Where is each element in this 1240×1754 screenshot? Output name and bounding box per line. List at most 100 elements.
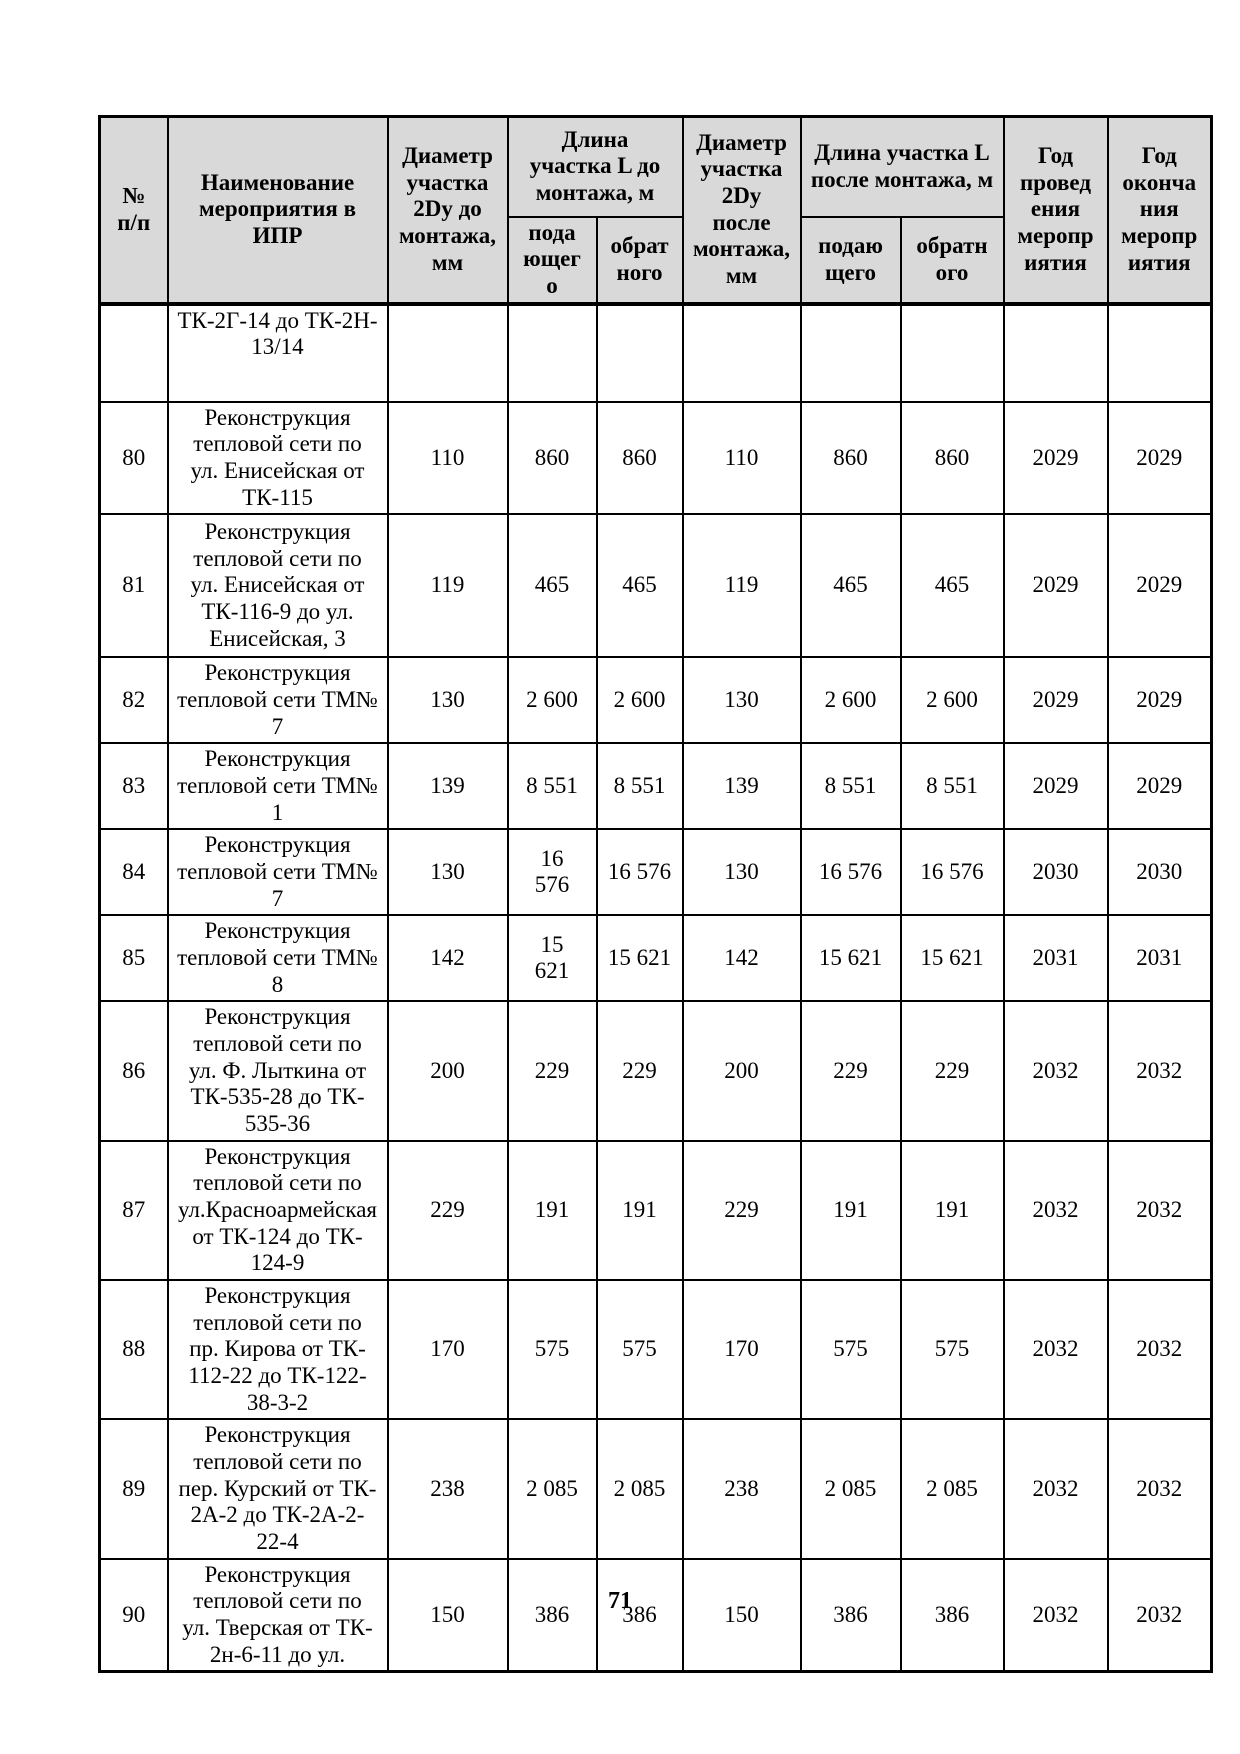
length-before-return-cell: 229 xyxy=(595,1000,684,1142)
table-row: 85 Реконструкция тепловой сети ТМ№ 8 142 15… xyxy=(98,914,1213,1003)
year-end-cell: 2029 xyxy=(1106,742,1213,831)
row-number-cell: 85 xyxy=(98,914,169,1003)
header-event-name: Наименование мероприятия в ИПР xyxy=(166,115,389,305)
length-before-return-cell: 15 621 xyxy=(595,914,684,1003)
length-before-supply-cell: 860 xyxy=(506,400,598,516)
diameter-after-cell: 130 xyxy=(681,656,802,745)
year-end-cell: 2032 xyxy=(1106,1418,1213,1560)
length-after-return-cell: 386 xyxy=(899,1557,1005,1673)
diameter-after-cell: 130 xyxy=(681,828,802,917)
length-before-supply-cell xyxy=(506,302,598,403)
length-before-return-cell xyxy=(595,302,684,403)
length-after-return-cell: 8 551 xyxy=(899,742,1005,831)
event-name-cell: Реконструкция тепловой сети ТМ№ 1 xyxy=(166,742,389,831)
length-after-return-cell: 191 xyxy=(899,1139,1005,1281)
length-after-supply-cell: 8 551 xyxy=(799,742,902,831)
length-after-supply-cell: 15 621 xyxy=(799,914,902,1003)
year-start-cell xyxy=(1002,302,1109,403)
year-end-cell: 2029 xyxy=(1106,400,1213,516)
row-number-cell: 89 xyxy=(98,1418,169,1560)
header-diameter-before: Диаметр участка 2Dy до монтажа, мм xyxy=(386,115,509,305)
header-length-after-group: Длина участка L после монтажа, м xyxy=(799,115,1005,218)
event-name-cell: ТК-2Г-14 до ТК-2Н- 13/14 xyxy=(166,302,389,403)
table-header: № п/п Наименование мероприятия в ИПР Диа… xyxy=(98,115,1213,305)
diameter-before-cell: 229 xyxy=(386,1139,509,1281)
year-start-cell: 2032 xyxy=(1002,1139,1109,1281)
length-before-supply-cell: 2 085 xyxy=(506,1418,598,1560)
table-row: 90 Реконструкция тепловой сети по ул. Тве… xyxy=(98,1557,1213,1673)
event-name-cell: Реконструкция тепловой сети по ул.Красно… xyxy=(166,1139,389,1281)
table-row: 88 Реконструкция тепловой сети по пр. Кир… xyxy=(98,1278,1213,1421)
length-before-supply-cell: 465 xyxy=(506,513,598,659)
year-start-cell: 2029 xyxy=(1002,742,1109,831)
header-year-end: Год оконча ния меропр иятия xyxy=(1106,115,1213,305)
length-before-return-cell: 2 085 xyxy=(595,1418,684,1560)
year-end-cell: 2030 xyxy=(1106,828,1213,917)
length-before-supply-cell: 229 xyxy=(506,1000,598,1142)
row-number-cell: 87 xyxy=(98,1139,169,1281)
diameter-before-cell: 110 xyxy=(386,400,509,516)
event-name-cell: Реконструкция тепловой сети ТМ№ 7 xyxy=(166,656,389,745)
event-name-cell: Реконструкция тепловой сети по ул. Енисе… xyxy=(166,400,389,516)
length-after-return-cell: 575 xyxy=(899,1278,1005,1421)
diameter-after-cell: 150 xyxy=(681,1557,802,1673)
header-length-after-supply: подаю щего xyxy=(799,215,902,305)
diameter-before-cell: 170 xyxy=(386,1278,509,1421)
diameter-after-cell: 170 xyxy=(681,1278,802,1421)
row-number-cell xyxy=(98,302,169,403)
length-after-return-cell: 229 xyxy=(899,1000,1005,1142)
length-before-return-cell: 386 xyxy=(595,1557,684,1673)
year-end-cell xyxy=(1106,302,1213,403)
header-length-after-return: обратн ого xyxy=(899,215,1005,305)
diameter-before-cell xyxy=(386,302,509,403)
header-length-before-group: Длина участка L до монтажа, м xyxy=(506,115,684,218)
year-start-cell: 2029 xyxy=(1002,656,1109,745)
year-end-cell: 2032 xyxy=(1106,1278,1213,1421)
length-before-supply-cell: 15 621 xyxy=(506,914,598,1003)
table-row: 80 Реконструкция тепловой сети по ул. Ени… xyxy=(98,400,1213,516)
length-after-supply-cell xyxy=(799,302,902,403)
event-name-cell: Реконструкция тепловой сети ТМ№ 7 xyxy=(166,828,389,917)
length-after-supply-cell: 229 xyxy=(799,1000,902,1142)
event-name-cell: Реконструкция тепловой сети по пр. Киров… xyxy=(166,1278,389,1421)
year-start-cell: 2032 xyxy=(1002,1278,1109,1421)
year-end-cell: 2032 xyxy=(1106,1139,1213,1281)
length-after-return-cell: 860 xyxy=(899,400,1005,516)
diameter-after-cell: 139 xyxy=(681,742,802,831)
diameter-after-cell: 110 xyxy=(681,400,802,516)
diameter-after-cell: 229 xyxy=(681,1139,802,1281)
table-body: ТК-2Г-14 до ТК-2Н- 13/14 80 Реконструкция … xyxy=(98,302,1213,1673)
length-after-supply-cell: 2 600 xyxy=(799,656,902,745)
year-end-cell: 2032 xyxy=(1106,1000,1213,1142)
table-row: 89 Реконструкция тепловой сети по пер. Ку… xyxy=(98,1418,1213,1560)
length-before-return-cell: 16 576 xyxy=(595,828,684,917)
year-start-cell: 2030 xyxy=(1002,828,1109,917)
length-before-return-cell: 465 xyxy=(595,513,684,659)
page-number: 71 xyxy=(608,1588,632,1614)
length-before-supply-cell: 191 xyxy=(506,1139,598,1281)
row-number-cell: 90 xyxy=(98,1557,169,1673)
length-after-return-cell: 2 085 xyxy=(899,1418,1005,1560)
diameter-before-cell: 150 xyxy=(386,1557,509,1673)
row-number-cell: 83 xyxy=(98,742,169,831)
year-end-cell: 2031 xyxy=(1106,914,1213,1003)
row-number-cell: 88 xyxy=(98,1278,169,1421)
diameter-after-cell: 119 xyxy=(681,513,802,659)
diameter-after-cell: 200 xyxy=(681,1000,802,1142)
year-end-cell: 2029 xyxy=(1106,513,1213,659)
table-row: 84 Реконструкция тепловой сети ТМ№ 7 130 16… xyxy=(98,828,1213,917)
diameter-before-cell: 119 xyxy=(386,513,509,659)
length-before-return-cell: 8 551 xyxy=(595,742,684,831)
table-row: 86 Реконструкция тепловой сети по ул. Ф. … xyxy=(98,1000,1213,1142)
diameter-after-cell: 238 xyxy=(681,1418,802,1560)
length-before-return-cell: 860 xyxy=(595,400,684,516)
length-before-supply-cell: 16 576 xyxy=(506,828,598,917)
header-year-start: Год провед ения меропр иятия xyxy=(1002,115,1109,305)
length-before-supply-cell: 575 xyxy=(506,1278,598,1421)
diameter-before-cell: 139 xyxy=(386,742,509,831)
header-length-before-return: обрат ного xyxy=(595,215,684,305)
header-length-before-supply: пода ющег о xyxy=(506,215,598,305)
ipr-events-table: № п/п Наименование мероприятия в ИПР Диа… xyxy=(98,115,1213,1674)
row-number-cell: 84 xyxy=(98,828,169,917)
